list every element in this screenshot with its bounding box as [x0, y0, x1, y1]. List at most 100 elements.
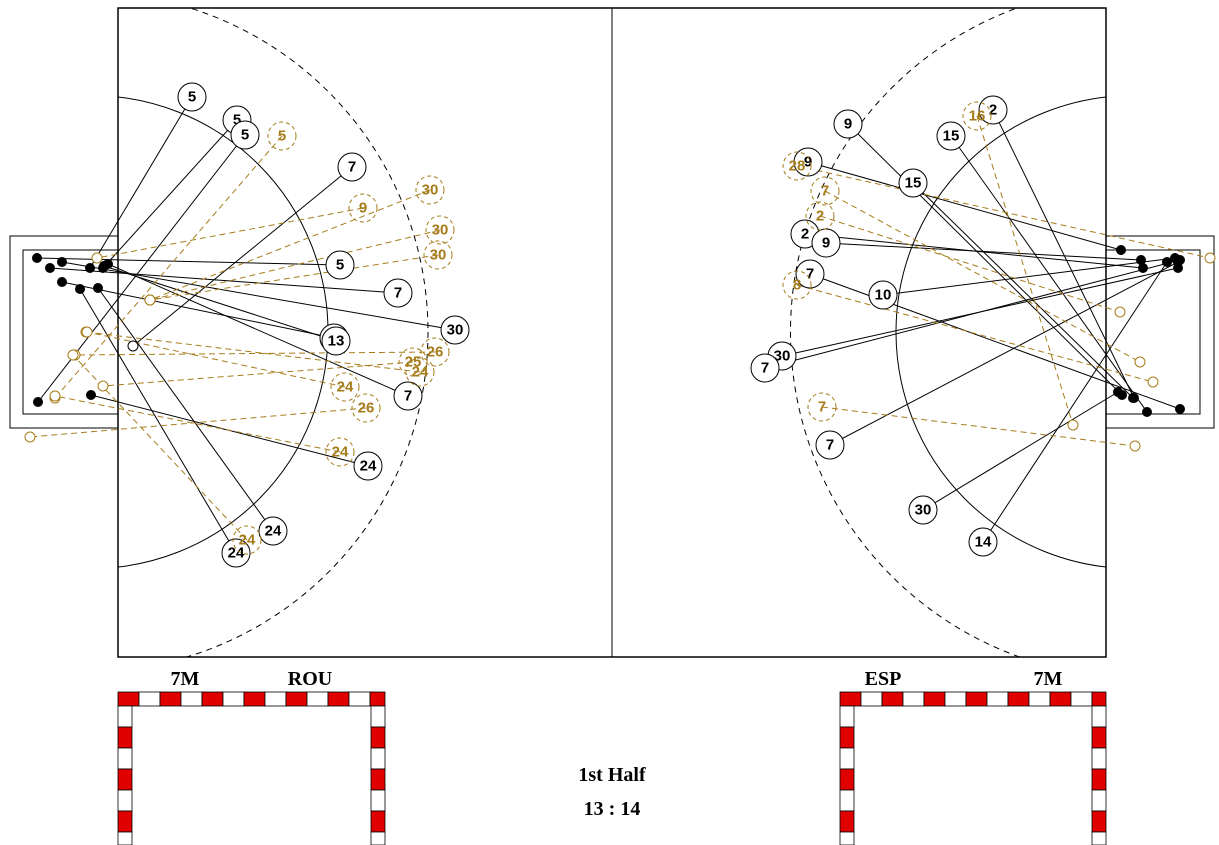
player-number: 14 [975, 534, 992, 551]
goal-stripe [839, 768, 855, 791]
player-number: 5 [336, 257, 344, 274]
shooter-marker [908, 495, 938, 525]
shot-line [107, 263, 409, 397]
shooter-marker [423, 240, 453, 270]
shooter-marker [321, 326, 351, 356]
shot-line [103, 265, 337, 342]
shot-goal [32, 253, 42, 263]
six-meter-line [118, 96, 329, 568]
shot-end [1067, 419, 1079, 431]
player-number: 7 [761, 360, 769, 377]
shooter-marker [221, 538, 251, 568]
shot-line [882, 257, 1176, 296]
shot-line [829, 261, 1179, 446]
shooter-marker [782, 270, 812, 300]
goal-stripe [327, 691, 350, 707]
goal-stripe [1091, 831, 1107, 845]
goal-stripe [180, 691, 203, 707]
player-number: 30 [447, 322, 464, 339]
shooter-marker [232, 525, 262, 555]
shot-line [61, 281, 335, 339]
shot-line [982, 261, 1168, 543]
shooter-marker [351, 393, 381, 423]
shot-goal [1162, 257, 1172, 267]
goal-stripe [117, 831, 133, 845]
goal-stripe [370, 789, 386, 812]
shot-line [912, 182, 1134, 399]
shot-line [149, 254, 439, 301]
goal-stripe [839, 831, 855, 845]
shooter-marker [415, 175, 445, 205]
player-number: 30 [422, 182, 439, 199]
goal-stripe [1091, 789, 1107, 812]
shot-end [144, 294, 156, 306]
shot-line [796, 165, 1211, 259]
shot-line [847, 123, 1123, 396]
shot-goal [57, 257, 67, 267]
shot-line [825, 242, 1142, 261]
shot-line [85, 331, 421, 373]
player-number: 2 [816, 208, 824, 225]
goal-stripe [839, 789, 855, 812]
goal-stripe [1028, 691, 1051, 707]
shooter-marker [795, 259, 825, 289]
shot-line [819, 215, 1121, 313]
shot-end [1129, 440, 1141, 452]
shot-line [796, 284, 1154, 383]
goal-stripe [1049, 691, 1072, 707]
player-number: 24 [332, 444, 349, 461]
shot-goal [33, 397, 43, 407]
shot-line [86, 331, 346, 388]
shot-goal [45, 263, 55, 273]
player-number: 10 [875, 287, 892, 304]
shot-line [74, 351, 436, 356]
shooter-marker [968, 527, 998, 557]
goal-stripe [1091, 705, 1107, 728]
goal-stripe [839, 810, 855, 833]
shot-line [976, 115, 1074, 426]
player-number: 30 [430, 247, 447, 264]
shooter-marker [815, 430, 845, 460]
player-number: 7 [394, 285, 402, 302]
player-number: 30 [915, 502, 932, 519]
goal-stripe [117, 726, 133, 749]
player-number: 7 [348, 159, 356, 176]
player-number: 16 [969, 108, 986, 125]
player-number: 15 [905, 175, 922, 192]
shooter-marker [868, 280, 898, 310]
shooters: 5557573013137242424593030302625242426242… [177, 82, 1008, 568]
goal-stripe [370, 810, 386, 833]
goal-left [22, 249, 119, 415]
goal-stripe [1070, 691, 1093, 707]
player-number: 2 [989, 102, 997, 119]
goal-stripe [370, 705, 386, 728]
shooter-marker [393, 381, 423, 411]
shooter-marker [750, 353, 780, 383]
shooter-marker [440, 315, 470, 345]
shooter-marker [807, 392, 837, 422]
shots: 5557573013137242424593030302625242426242… [24, 82, 1216, 568]
goal-stripe [369, 691, 386, 707]
shooter-marker [258, 516, 288, 546]
shot-line [922, 391, 1119, 511]
shot-line [89, 96, 193, 269]
shooter-marker [793, 147, 823, 177]
shot-line [49, 267, 399, 294]
shooter-marker [810, 176, 840, 206]
shooter-marker [383, 278, 413, 308]
shot-goal [1142, 407, 1152, 417]
shot-line [29, 407, 367, 438]
player-number: 5 [188, 89, 196, 106]
player-number: 9 [359, 200, 367, 217]
goal-label: ESP [865, 668, 902, 690]
shot-line [132, 166, 353, 347]
goal-right [1105, 249, 1201, 415]
player-number: 24 [228, 545, 245, 562]
shot-goal [86, 390, 96, 400]
goal-stripe [306, 691, 329, 707]
player-number: 13 [328, 333, 345, 350]
goal-stripe [243, 691, 266, 707]
shooter-marker [348, 193, 378, 223]
shooter-marker [267, 121, 297, 151]
shooter-marker [805, 201, 835, 231]
